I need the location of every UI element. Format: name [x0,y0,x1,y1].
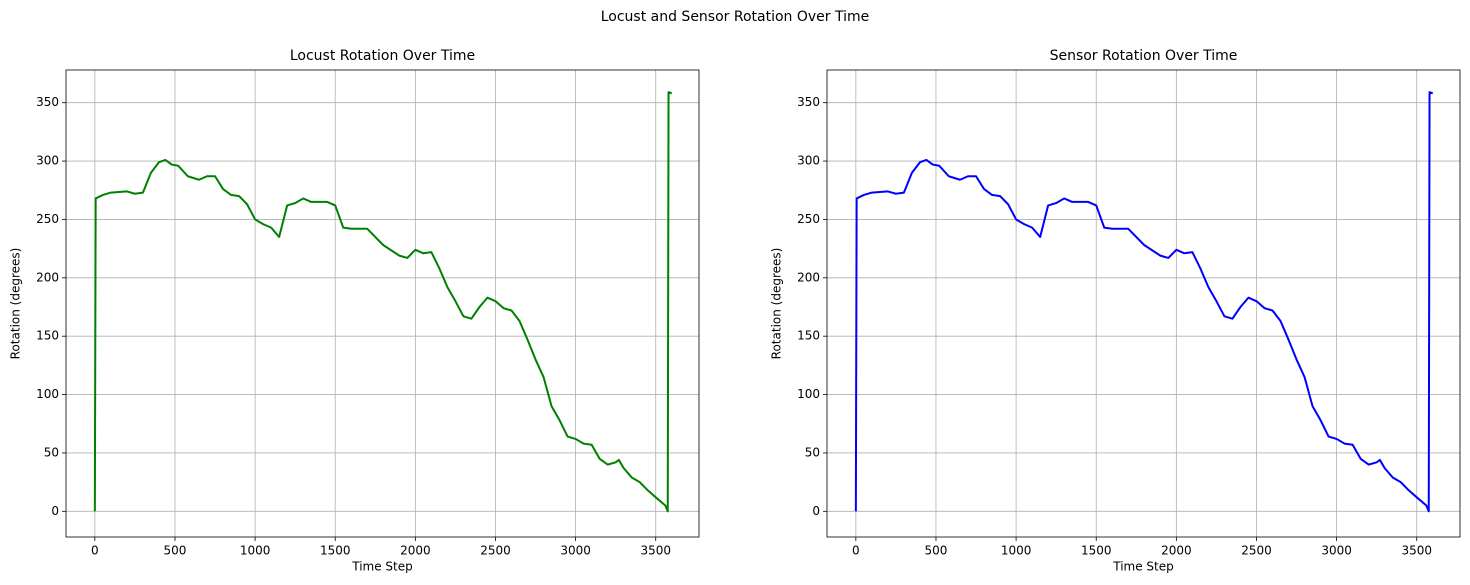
y-tick-label: 250 [797,212,820,226]
y-tick-label: 350 [797,95,820,109]
x-tick-label: 3000 [1321,544,1352,558]
x-tick-label: 0 [852,544,860,558]
x-tick-label: 1000 [240,544,271,558]
y-tick-label: 350 [36,95,59,109]
y-tick-label: 150 [797,329,820,343]
x-tick-label: 2000 [1161,544,1192,558]
y-tick-label: 50 [44,445,59,459]
y-tick-label: 100 [36,387,59,401]
x-axis-label: Time Step [1112,560,1174,574]
x-tick-label: 500 [925,544,948,558]
x-tick-label: 1500 [320,544,351,558]
figure-title: Locust and Sensor Rotation Over Time [601,9,870,25]
y-axis-label: Rotation (degrees) [9,248,23,360]
x-axis-label: Time Step [351,560,413,574]
y-tick-label: 300 [797,154,820,168]
y-tick-label: 150 [36,329,59,343]
y-tick-label: 50 [805,445,820,459]
x-tick-label: 3500 [640,544,671,558]
x-tick-label: 3000 [560,544,591,558]
y-tick-label: 100 [797,387,820,401]
subplot-title: Sensor Rotation Over Time [1050,48,1238,64]
subplot-title: Locust Rotation Over Time [290,48,475,64]
y-axis-label: Rotation (degrees) [770,248,784,360]
y-tick-label: 300 [36,154,59,168]
y-tick-label: 200 [797,270,820,284]
x-tick-label: 2500 [480,544,511,558]
y-tick-label: 0 [812,504,820,518]
x-tick-label: 2500 [1241,544,1272,558]
y-tick-label: 0 [51,504,59,518]
x-tick-label: 2000 [400,544,431,558]
x-tick-label: 3500 [1401,544,1432,558]
data-line [854,91,1434,513]
axes-frame [826,69,1461,538]
x-tick-label: 1000 [1001,544,1032,558]
y-tick-label: 200 [36,270,59,284]
data-line [93,91,673,513]
x-tick-label: 0 [91,544,99,558]
y-tick-label: 250 [36,212,59,226]
x-tick-label: 500 [164,544,187,558]
axes-frame [65,69,700,538]
x-tick-label: 1500 [1081,544,1112,558]
